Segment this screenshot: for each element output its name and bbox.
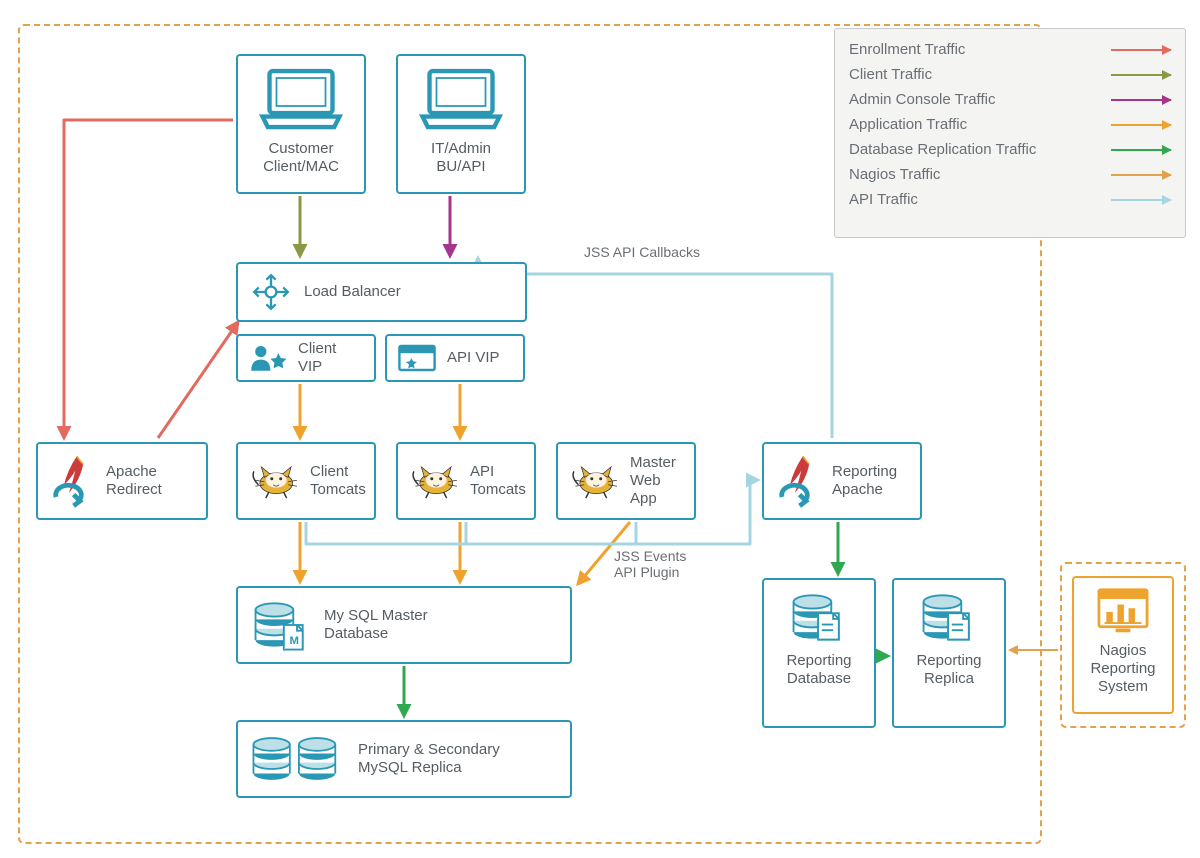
api-tomcats-node: APITomcats [396, 442, 536, 520]
mysql-replica-node: Primary & SecondaryMySQL Replica [236, 720, 572, 798]
legend-item: Admin Console Traffic [835, 87, 1185, 112]
client-vip-node: Client VIP [236, 334, 376, 382]
legend-arrow-icon [1111, 149, 1171, 151]
api-vip-node: API VIP [385, 334, 525, 382]
master-webapp-node: MasterWeb App [556, 442, 696, 520]
node-label: CustomerClient/MAC [263, 140, 339, 176]
svg-text:M: M [289, 635, 298, 647]
reporting-database-node: ReportingDatabase [762, 578, 876, 728]
it-admin-node: IT/AdminBU/API [396, 54, 526, 194]
legend-item: Enrollment Traffic [835, 37, 1185, 62]
laptop-icon [415, 64, 507, 134]
legend-label: Admin Console Traffic [849, 91, 995, 108]
legend-label: Database Replication Traffic [849, 141, 1036, 158]
legend-item: Database Replication Traffic [835, 137, 1185, 162]
load-balancer-node: Load Balancer [236, 262, 527, 322]
node-label: APITomcats [470, 463, 526, 499]
customer-client-node: CustomerClient/MAC [236, 54, 366, 194]
node-label: NagiosReportingSystem [1090, 642, 1155, 696]
node-label: ApacheRedirect [106, 463, 162, 499]
apache-redirect-node: ApacheRedirect [36, 442, 208, 520]
legend-item: API Traffic [835, 187, 1185, 212]
node-label: ReportingReplica [916, 652, 981, 688]
node-label: IT/AdminBU/API [431, 140, 491, 176]
legend-arrow-icon [1111, 99, 1171, 101]
legend: Enrollment Traffic Client Traffic Admin Co… [834, 28, 1186, 238]
node-label: Load Balancer [304, 283, 401, 301]
person-star-icon [248, 342, 288, 374]
tomcat-icon [248, 461, 300, 501]
client-tomcats-node: ClientTomcats [236, 442, 376, 520]
node-label: API VIP [447, 349, 500, 367]
nagios-chart-icon [1095, 586, 1151, 636]
jss-events-annotation: JSS EventsAPI Plugin [614, 548, 686, 580]
legend-label: Application Traffic [849, 116, 967, 133]
database-pair-icon [248, 731, 348, 787]
node-label: ClientTomcats [310, 463, 366, 499]
node-label: My SQL MasterDatabase [324, 607, 428, 643]
database-doc-icon [916, 588, 982, 646]
node-label: ReportingApache [832, 463, 897, 499]
jss-callbacks-annotation: JSS API Callbacks [584, 244, 700, 260]
reporting-apache-node: ReportingApache [762, 442, 922, 520]
legend-item: Client Traffic [835, 62, 1185, 87]
nagios-node: NagiosReportingSystem [1072, 576, 1174, 714]
tomcat-icon [568, 461, 620, 501]
legend-arrow-icon [1111, 124, 1171, 126]
database-doc-icon [786, 588, 852, 646]
diagram-canvas: Enrollment Traffic Client Traffic Admin Co… [0, 0, 1200, 858]
database-master-icon: M [248, 596, 314, 654]
legend-label: Client Traffic [849, 66, 932, 83]
tomcat-icon [408, 461, 460, 501]
legend-item: Application Traffic [835, 112, 1185, 137]
load-balancer-icon [248, 269, 294, 315]
legend-arrow-icon [1111, 74, 1171, 76]
legend-arrow-icon [1111, 49, 1171, 51]
legend-item: Nagios Traffic [835, 162, 1185, 187]
legend-arrow-icon [1111, 174, 1171, 176]
legend-label: API Traffic [849, 191, 918, 208]
legend-label: Enrollment Traffic [849, 41, 965, 58]
apache-icon [48, 452, 96, 510]
node-label: ReportingDatabase [786, 652, 851, 688]
laptop-icon [255, 64, 347, 134]
node-label: MasterWeb App [630, 454, 684, 508]
window-star-icon [397, 342, 437, 374]
mysql-master-node: M My SQL MasterDatabase [236, 586, 572, 664]
node-label: Primary & SecondaryMySQL Replica [358, 741, 500, 777]
apache-icon [774, 452, 822, 510]
node-label: Client VIP [298, 340, 364, 376]
legend-arrow-icon [1111, 199, 1171, 201]
legend-label: Nagios Traffic [849, 166, 940, 183]
reporting-replica-node: ReportingReplica [892, 578, 1006, 728]
